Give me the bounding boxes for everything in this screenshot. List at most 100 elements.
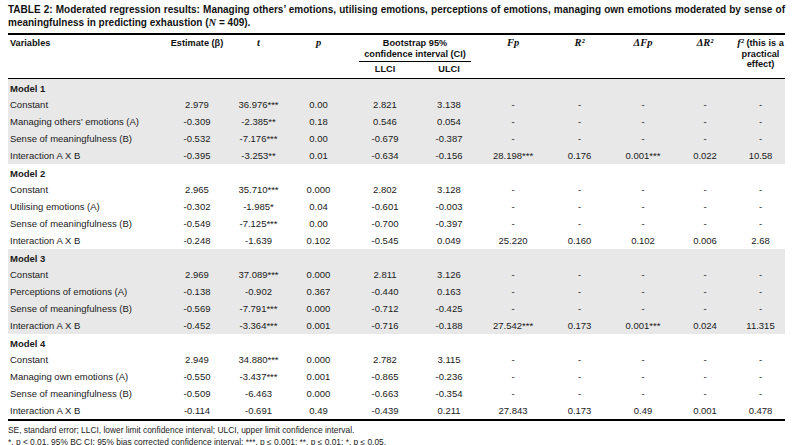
model-name: Model 2 bbox=[8, 164, 785, 181]
value-cell: - bbox=[479, 215, 547, 232]
value-cell: - bbox=[479, 181, 547, 198]
value-cell: -0.188 bbox=[419, 317, 479, 334]
model-block: Model 3Constant2.96937.089***0.0002.8113… bbox=[8, 249, 785, 334]
value-cell: 0.01 bbox=[286, 147, 351, 164]
value-cell: -0.236 bbox=[419, 368, 479, 385]
value-cell: - bbox=[479, 351, 547, 368]
value-cell: - bbox=[612, 113, 674, 130]
value-cell: 0.18 bbox=[286, 113, 351, 130]
value-cell: 27.542*** bbox=[479, 317, 547, 334]
value-cell: -3.437*** bbox=[231, 368, 286, 385]
value-cell: 2.811 bbox=[351, 266, 419, 283]
value-cell: 0.006 bbox=[674, 232, 736, 249]
value-cell: -0.865 bbox=[351, 368, 419, 385]
fp-symbol: Fp bbox=[507, 37, 519, 48]
table-row: Sense of meaningfulness (B)-0.532-7.176*… bbox=[8, 130, 785, 147]
value-cell: -0.248 bbox=[163, 232, 231, 249]
table-caption: Moderated regression results: Managing o… bbox=[8, 4, 785, 28]
r2-symbol: R² bbox=[574, 37, 584, 48]
value-cell: - bbox=[736, 198, 785, 215]
value-cell: - bbox=[547, 283, 612, 300]
value-cell: -0.439 bbox=[351, 402, 419, 420]
f2-symbol: f² bbox=[737, 37, 744, 48]
value-cell: -2.385** bbox=[231, 113, 286, 130]
value-cell: 0.022 bbox=[674, 147, 736, 164]
variable-label: Interaction A X B bbox=[8, 147, 163, 164]
value-cell: 0.001 bbox=[674, 402, 736, 420]
value-cell: -0.634 bbox=[351, 147, 419, 164]
value-cell: - bbox=[736, 181, 785, 198]
model-name: Model 4 bbox=[8, 334, 785, 351]
value-cell: - bbox=[736, 113, 785, 130]
table-row: Sense of meaningfulness (B)-0.569-7.791*… bbox=[8, 300, 785, 317]
value-cell: 0.024 bbox=[674, 317, 736, 334]
value-cell: 25.220 bbox=[479, 232, 547, 249]
model-block: Model 1Constant2.97936.976***0.002.8213.… bbox=[8, 78, 785, 164]
table-row: Constant2.96937.089***0.0002.8113.126---… bbox=[8, 266, 785, 283]
variable-label: Interaction A X B bbox=[8, 402, 163, 420]
value-cell: 2.68 bbox=[736, 232, 785, 249]
header-row-1: Variables Estimate (β) t p Bootstrap 95%… bbox=[8, 34, 785, 62]
bootstrap-ci-label: Bootstrap 95% confidence interval (CI) bbox=[359, 38, 471, 62]
value-cell: - bbox=[674, 96, 736, 113]
value-cell: 0.000 bbox=[286, 385, 351, 402]
value-cell: 0.160 bbox=[547, 232, 612, 249]
value-cell: -0.302 bbox=[163, 198, 231, 215]
value-cell: - bbox=[547, 113, 612, 130]
value-cell: -0.425 bbox=[419, 300, 479, 317]
value-cell: 2.782 bbox=[351, 351, 419, 368]
regression-results-table: Variables Estimate (β) t p Bootstrap 95%… bbox=[8, 33, 785, 421]
table-row: Utilising emotions (A)-0.302-1.985*0.04-… bbox=[8, 198, 785, 215]
table-row: Perceptions of emotions (A)-0.138-0.9020… bbox=[8, 283, 785, 300]
col-header-delta-fp: ΔFp bbox=[612, 34, 674, 78]
value-cell: - bbox=[674, 130, 736, 147]
value-cell: 0.211 bbox=[419, 402, 479, 420]
value-cell: -0.309 bbox=[163, 113, 231, 130]
value-cell: - bbox=[479, 300, 547, 317]
value-cell: -0.114 bbox=[163, 402, 231, 420]
value-cell: -7.125*** bbox=[231, 215, 286, 232]
value-cell: -0.138 bbox=[163, 283, 231, 300]
model-name: Model 1 bbox=[8, 78, 785, 96]
value-cell: 2.949 bbox=[163, 351, 231, 368]
value-cell: - bbox=[547, 351, 612, 368]
value-cell: - bbox=[736, 96, 785, 113]
footnote-abbreviations: SE, standard error; LLCI, lower limit co… bbox=[8, 424, 785, 436]
col-header-fp: Fp bbox=[479, 34, 547, 78]
variable-label: Managing others’ emotions (A) bbox=[8, 113, 163, 130]
value-cell: - bbox=[479, 283, 547, 300]
value-cell: - bbox=[612, 96, 674, 113]
value-cell: 0.102 bbox=[286, 232, 351, 249]
table-row: Sense of meaningfulness (B)-0.509-6.4630… bbox=[8, 385, 785, 402]
table-row: Interaction A X B-0.395-3.253**0.01-0.63… bbox=[8, 147, 785, 164]
model-block: Model 4Constant2.94934.880***0.0002.7823… bbox=[8, 334, 785, 420]
table-row: Interaction A X B-0.452-3.364***0.001-0.… bbox=[8, 317, 785, 334]
value-cell: -1.985* bbox=[231, 198, 286, 215]
value-cell: 0.000 bbox=[286, 181, 351, 198]
value-cell: - bbox=[547, 215, 612, 232]
value-cell: 28.198*** bbox=[479, 147, 547, 164]
value-cell: 0.176 bbox=[547, 147, 612, 164]
value-cell: 3.126 bbox=[419, 266, 479, 283]
value-cell: 0.49 bbox=[286, 402, 351, 420]
value-cell: -0.509 bbox=[163, 385, 231, 402]
col-header-estimate: Estimate (β) bbox=[163, 34, 231, 78]
table-title: TABLE 2: Moderated regression results: M… bbox=[8, 4, 785, 29]
value-cell: - bbox=[479, 96, 547, 113]
value-cell: -7.791*** bbox=[231, 300, 286, 317]
value-cell: -7.176*** bbox=[231, 130, 286, 147]
value-cell: - bbox=[547, 300, 612, 317]
value-cell: -6.463 bbox=[231, 385, 286, 402]
value-cell: -3.253** bbox=[231, 147, 286, 164]
value-cell: 27.843 bbox=[479, 402, 547, 420]
value-cell: -0.569 bbox=[163, 300, 231, 317]
value-cell: - bbox=[479, 113, 547, 130]
value-cell: -0.452 bbox=[163, 317, 231, 334]
table-header: Variables Estimate (β) t p Bootstrap 95%… bbox=[8, 34, 785, 78]
value-cell: - bbox=[547, 198, 612, 215]
value-cell: - bbox=[612, 130, 674, 147]
variable-label: Utilising emotions (A) bbox=[8, 198, 163, 215]
model-block: Model 2Constant2.96535.710***0.0002.8023… bbox=[8, 164, 785, 249]
value-cell: -0.354 bbox=[419, 385, 479, 402]
value-cell: 0.102 bbox=[612, 232, 674, 249]
